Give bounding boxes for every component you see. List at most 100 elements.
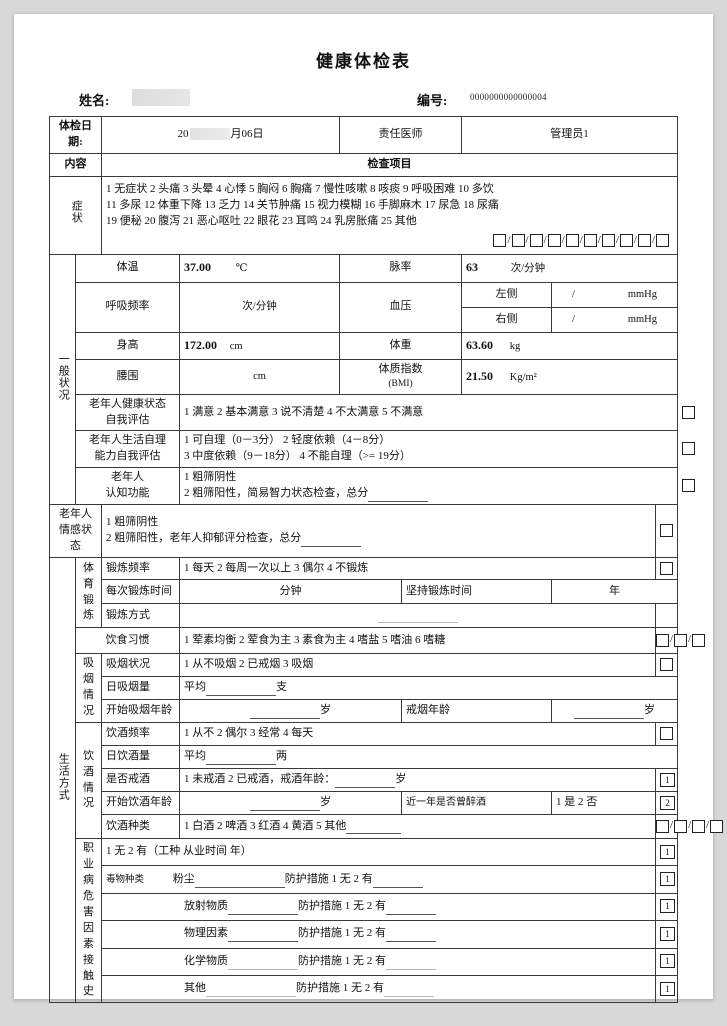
self-care-options-2: 3 中度依赖（9－18分） 4 不能自理（>= 19分） bbox=[183, 450, 411, 463]
cognition-score-blank[interactable] bbox=[368, 490, 429, 503]
cognition-options[interactable]: 1 粗筛阴性 2 粗筛阳性，简易智力状态检查，总分 bbox=[178, 467, 679, 506]
exercise-freq-options[interactable]: 1 每天 2 每周一次以上 3 偶尔 4 不锻炼 bbox=[178, 557, 657, 581]
smoking-daily-field[interactable]: 平均 支 bbox=[178, 676, 679, 701]
exercise-method-field[interactable] bbox=[178, 603, 657, 629]
diet-checkbox[interactable] bbox=[692, 633, 706, 647]
self-care-checkbox[interactable] bbox=[682, 442, 696, 456]
drinking-type-options[interactable]: 1 白酒 2 啤酒 3 红酒 4 黄酒 5 其他 bbox=[178, 814, 657, 840]
number-label: 编号: bbox=[417, 93, 448, 108]
toxin-other-value[interactable]: 1 bbox=[660, 981, 676, 996]
occupational-toxin-row-2[interactable]: 放射物质 防护措施 1 无 2 有 bbox=[100, 892, 657, 922]
bp-right-field[interactable]: / mmHg bbox=[551, 306, 679, 333]
drinking-quit-age-blank[interactable] bbox=[335, 776, 396, 788]
smoking-daily-blank[interactable] bbox=[205, 684, 276, 696]
emotion-checkbox[interactable] bbox=[660, 524, 674, 538]
bp-left-field[interactable]: / mmHg bbox=[551, 281, 679, 308]
diet-checkbox[interactable] bbox=[656, 633, 670, 647]
bmi-field[interactable]: 21.50 Kg/m² bbox=[461, 358, 679, 395]
symptom-checkbox[interactable] bbox=[547, 234, 561, 248]
smoking-start-age-blank[interactable] bbox=[250, 707, 320, 719]
bp-right-row: 右侧 / mmHg bbox=[49, 306, 679, 333]
drinking-type-other-blank[interactable] bbox=[346, 822, 402, 835]
drinking-type-checkbox[interactable] bbox=[674, 819, 688, 833]
drinking-quit-options[interactable]: 1 未戒酒 2 已戒酒，戒酒年龄： 岁 bbox=[178, 768, 657, 793]
emotion-options[interactable]: 1 粗筛阴性 2 粗筛阳性，老年人抑郁评分检查，总分 bbox=[100, 504, 657, 559]
drinking-type-checkbox[interactable] bbox=[692, 819, 706, 833]
toxin-physical-blank[interactable] bbox=[227, 930, 298, 943]
drinking-start-age-blank[interactable] bbox=[250, 799, 320, 811]
drunk-options[interactable]: 1 是 2 否 bbox=[551, 791, 657, 816]
symptom-checkbox[interactable] bbox=[637, 234, 651, 248]
exercise-duration-field[interactable]: 分钟 bbox=[178, 579, 403, 605]
drunk-value[interactable]: 2 bbox=[660, 795, 676, 810]
smoking-status-checkbox[interactable] bbox=[660, 658, 674, 672]
weight-field[interactable]: 63.60 kg bbox=[461, 331, 679, 360]
smoking-start-age-field[interactable]: 岁 bbox=[178, 699, 403, 724]
diet-checkbox[interactable] bbox=[674, 633, 688, 647]
toxin-chemical-blank[interactable] bbox=[227, 958, 298, 970]
drinking-type-checkbox[interactable] bbox=[656, 819, 670, 833]
breath-bp-left-row: 呼吸频率 次/分钟 血压 左侧 / mmHg bbox=[49, 281, 679, 333]
drinking-quit-value[interactable]: 1 bbox=[660, 772, 676, 787]
diet-options[interactable]: 1 荤素均衡 2 荤食为主 3 素食为主 4 嗜盐 5 嗜油 6 嗜糖 bbox=[178, 627, 657, 655]
drinking-freq-options[interactable]: 1 从不 2 偶尔 3 经常 4 每天 bbox=[178, 722, 657, 747]
drinking-freq-checkbox[interactable] bbox=[660, 727, 674, 741]
symptom-checkbox[interactable] bbox=[601, 234, 615, 248]
toxin-radiation-blank[interactable] bbox=[227, 903, 298, 915]
symptom-checkbox[interactable] bbox=[619, 234, 633, 248]
protect-other-blank[interactable] bbox=[383, 985, 434, 998]
temperature-field[interactable]: 37.00 ℃ bbox=[178, 253, 341, 283]
drinking-type-checkbox-group: / / / bbox=[655, 814, 724, 840]
protect-chemical-blank[interactable] bbox=[385, 958, 436, 970]
protect-radiation-blank[interactable] bbox=[385, 903, 436, 915]
symptom-checkbox[interactable] bbox=[656, 234, 670, 248]
pulse-field[interactable]: 63 次/分钟 bbox=[461, 253, 679, 283]
protect-physical-blank[interactable] bbox=[385, 930, 436, 943]
name-value-redacted bbox=[132, 89, 190, 106]
symptom-checkbox[interactable] bbox=[529, 234, 543, 248]
toxin-dust-blank[interactable] bbox=[194, 876, 285, 888]
drinking-daily-field[interactable]: 平均 两 bbox=[178, 745, 679, 770]
height-field[interactable]: 172.00 cm bbox=[178, 331, 341, 360]
occupational-toxin-row-4[interactable]: 化学物质 防护措施 1 无 2 有 bbox=[100, 947, 657, 976]
exercise-label: 体育锻炼 bbox=[74, 557, 102, 629]
smoking-quit-age-blank[interactable] bbox=[574, 707, 645, 719]
occupational-toxin-row-3[interactable]: 物理因素 防护措施 1 无 2 有 bbox=[100, 920, 657, 949]
smoking-quit-age-field[interactable]: 岁 bbox=[551, 699, 679, 724]
toxin-name-dust: 粉尘 bbox=[172, 872, 195, 885]
occupational-main-value[interactable]: 1 bbox=[660, 844, 676, 859]
drinking-daily-blank[interactable] bbox=[205, 753, 276, 765]
exercise-persist-field[interactable]: 年 bbox=[551, 579, 679, 605]
smoking-age-row: 开始吸烟年龄 岁 戒烟年龄 岁 bbox=[49, 699, 679, 724]
self-health-options[interactable]: 1 满意 2 基本满意 3 说不清楚 4 不太满意 5 不满意 bbox=[178, 393, 679, 432]
occupational-toxin-row-5[interactable]: 其他 防护措施 1 无 2 有 bbox=[100, 974, 657, 1004]
self-care-row: 老年人生活自理 能力自我评估 1 可自理（0－3分） 2 轻度依赖（4－8分） … bbox=[49, 430, 696, 469]
bp-right-unit: mmHg bbox=[627, 313, 658, 325]
exercise-freq-checkbox-cell bbox=[655, 557, 679, 581]
symptom-checkbox[interactable] bbox=[511, 234, 525, 248]
toxin-chemical-value[interactable]: 1 bbox=[660, 954, 676, 969]
breath-rate-field[interactable]: 次/分钟 bbox=[178, 281, 341, 333]
symptom-checkbox[interactable] bbox=[565, 234, 579, 248]
height-weight-row: 身高 172.00 cm 体重 63.60 kg bbox=[49, 331, 679, 360]
drinking-type-checkbox[interactable] bbox=[710, 819, 724, 833]
smoking-status-options[interactable]: 1 从不吸烟 2 已戒烟 3 吸烟 bbox=[178, 653, 657, 678]
occupational-toxin-row-1[interactable]: 毒物种类 粉尘 防护措施 1 无 2 有 bbox=[100, 865, 657, 894]
doctor-value: 管理员1 bbox=[461, 116, 679, 154]
protect-dust-blank[interactable] bbox=[372, 876, 423, 888]
toxin-dust-value[interactable]: 1 bbox=[660, 872, 676, 887]
toxin-radiation-value[interactable]: 1 bbox=[660, 899, 676, 914]
emotion-score-blank[interactable] bbox=[301, 535, 362, 548]
waist-field[interactable]: cm bbox=[178, 358, 341, 395]
toxin-physical-value[interactable]: 1 bbox=[660, 926, 676, 941]
toxin-other-blank[interactable] bbox=[205, 985, 296, 998]
symptom-checkbox[interactable] bbox=[583, 234, 597, 248]
exercise-freq-checkbox[interactable] bbox=[660, 561, 674, 575]
occupational-main-options[interactable]: 1 无 2 有（工种 从业时间 年） bbox=[100, 838, 657, 867]
self-care-options[interactable]: 1 可自理（0－3分） 2 轻度依赖（4－8分） 3 中度依赖（9－18分） 4… bbox=[178, 430, 679, 469]
cognition-checkbox[interactable] bbox=[682, 479, 696, 493]
self-health-checkbox[interactable] bbox=[682, 405, 696, 419]
drinking-start-age-field[interactable]: 岁 bbox=[178, 791, 403, 816]
bp-left-label: 左侧 bbox=[461, 281, 553, 308]
symptom-checkbox[interactable] bbox=[493, 234, 507, 248]
